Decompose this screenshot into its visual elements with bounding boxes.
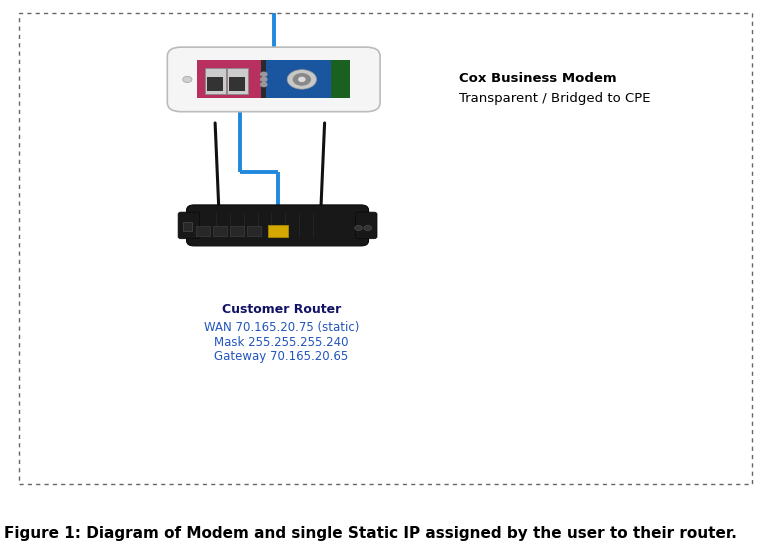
Text: Gateway 70.165.20.65: Gateway 70.165.20.65 (214, 350, 348, 363)
Circle shape (287, 70, 316, 89)
FancyBboxPatch shape (19, 13, 752, 484)
Circle shape (298, 77, 305, 81)
FancyBboxPatch shape (196, 226, 210, 236)
Text: Cox Business Modem: Cox Business Modem (459, 71, 616, 84)
Text: Figure 1: Diagram of Modem and single Static IP assigned by the user to their ro: Figure 1: Diagram of Modem and single St… (4, 525, 737, 541)
Circle shape (364, 226, 372, 231)
Circle shape (261, 77, 267, 81)
Text: Customer Router: Customer Router (222, 304, 341, 317)
FancyBboxPatch shape (261, 60, 266, 98)
Circle shape (183, 76, 192, 82)
FancyBboxPatch shape (227, 68, 247, 94)
FancyBboxPatch shape (167, 47, 380, 112)
Circle shape (261, 72, 267, 76)
FancyBboxPatch shape (178, 212, 200, 239)
FancyBboxPatch shape (266, 60, 331, 98)
FancyBboxPatch shape (229, 77, 245, 91)
FancyBboxPatch shape (205, 68, 226, 94)
FancyBboxPatch shape (355, 212, 377, 239)
FancyBboxPatch shape (331, 60, 350, 98)
FancyBboxPatch shape (197, 60, 261, 98)
Circle shape (355, 226, 362, 231)
FancyBboxPatch shape (187, 205, 369, 246)
FancyBboxPatch shape (213, 226, 227, 236)
Text: Mask 255.255.255.240: Mask 255.255.255.240 (214, 336, 348, 349)
Text: WAN 70.165.20.75 (static): WAN 70.165.20.75 (static) (204, 322, 359, 335)
Circle shape (293, 74, 310, 85)
Circle shape (261, 82, 267, 87)
FancyBboxPatch shape (207, 77, 223, 91)
FancyBboxPatch shape (183, 222, 192, 231)
FancyBboxPatch shape (268, 225, 288, 237)
FancyBboxPatch shape (247, 226, 261, 236)
FancyBboxPatch shape (230, 226, 244, 236)
Text: Transparent / Bridged to CPE: Transparent / Bridged to CPE (459, 92, 650, 105)
